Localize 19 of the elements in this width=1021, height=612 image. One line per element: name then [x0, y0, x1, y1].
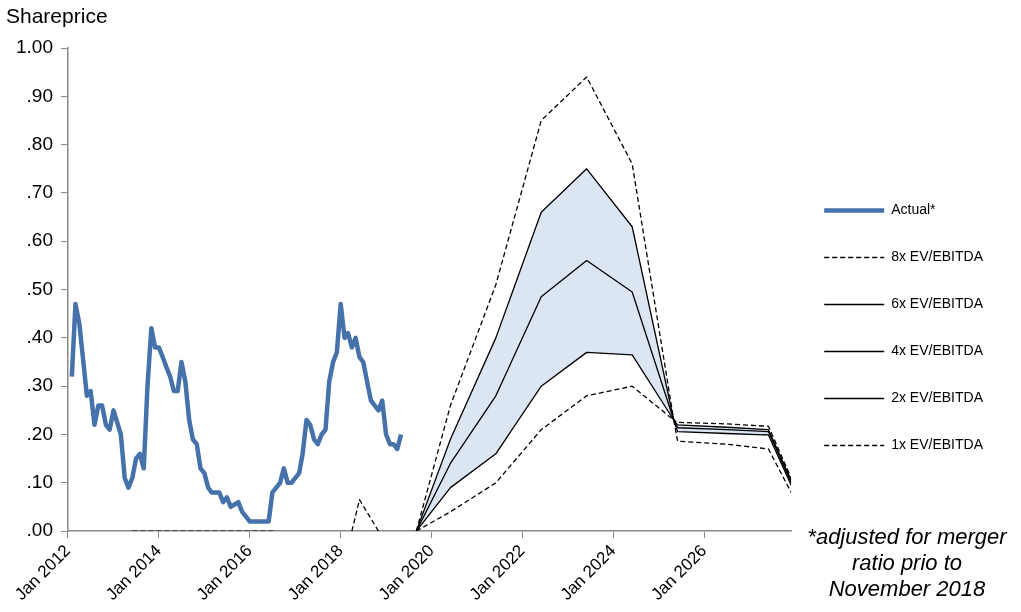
legend-label: 8x EV/EBITDA	[891, 248, 984, 265]
legend-label: 4x EV/EBITDA	[891, 342, 984, 359]
y-tick-label: .60	[26, 229, 53, 251]
y-tick-label: .40	[26, 326, 53, 348]
text: *adjusted for merger ratio prio to November 2018	[807, 524, 1007, 602]
y-tick-label: .30	[26, 374, 53, 396]
legend-label: Actual*	[891, 201, 937, 218]
legend-label: 1x EV/EBITDA	[891, 436, 984, 453]
y-tick-label: .10	[26, 471, 53, 493]
y-axis-title: Shareprice	[6, 4, 108, 28]
y-tick-label: .50	[26, 277, 53, 299]
y-tick-label: .20	[26, 422, 53, 444]
y-tick-label: .70	[26, 181, 53, 203]
legend-label: 2x EV/EBITDA	[891, 389, 984, 406]
y-tick-label: .90	[26, 84, 53, 106]
y-tick-label: .80	[26, 132, 53, 154]
legend-label: 6x EV/EBITDA	[891, 295, 984, 312]
y-tick-label: 1.00	[16, 36, 53, 58]
y-tick-label: .00	[26, 519, 53, 541]
